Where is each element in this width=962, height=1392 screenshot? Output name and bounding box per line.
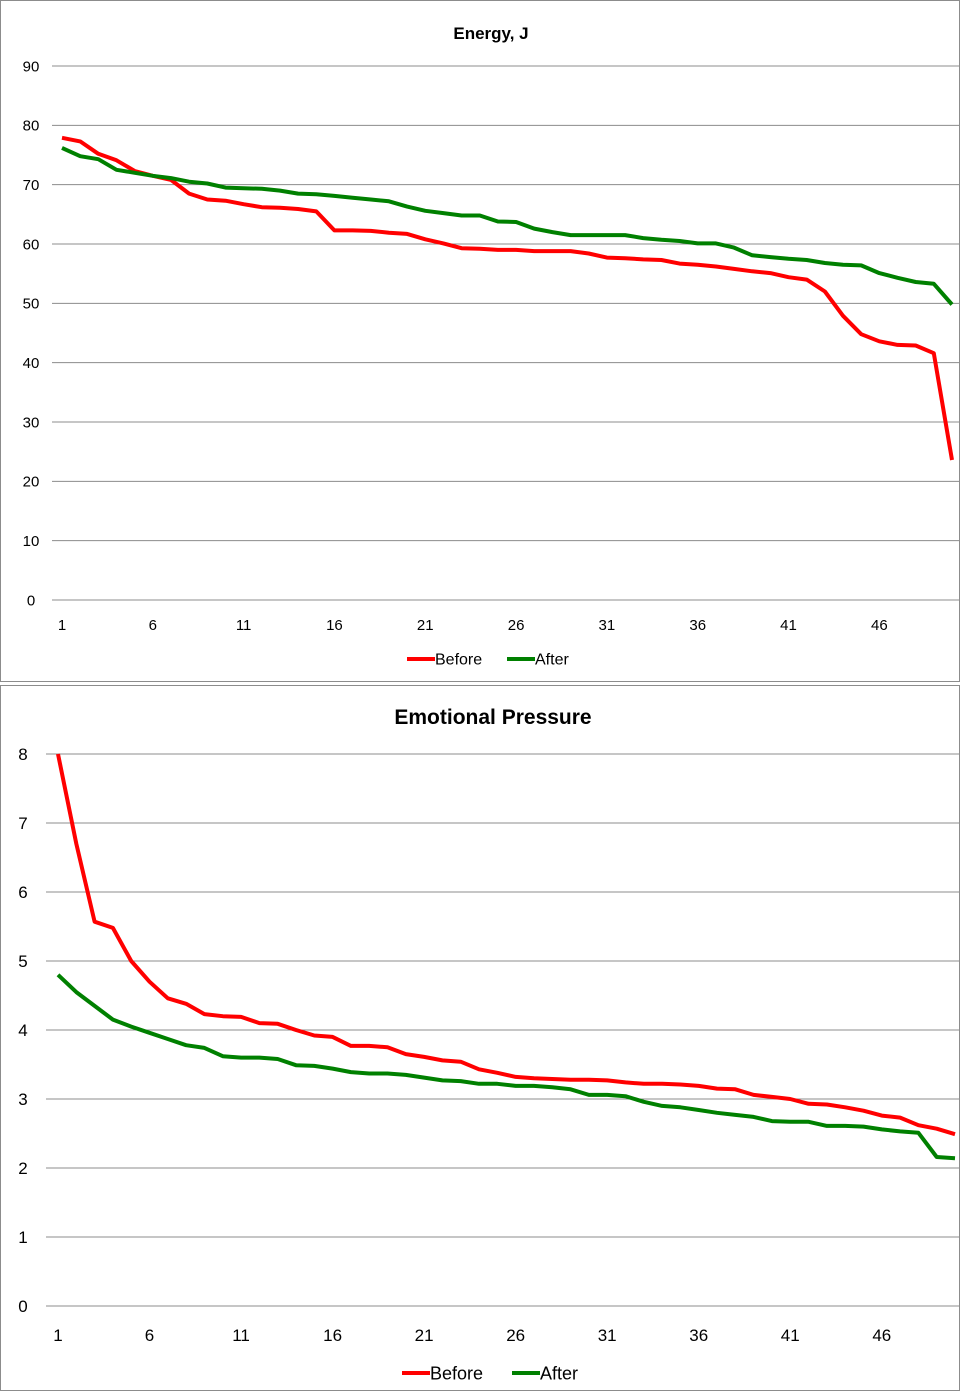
- energy-chart-panel: 0 10 20 30 40 50 60 70 80 90 1 6 11 16 21 26 31 36 41 46 E…: [0, 0, 960, 682]
- legend-label-after: After: [540, 1363, 578, 1383]
- series-line-before: [61, 135, 954, 461]
- x-tick-label: 6: [145, 1326, 154, 1345]
- x-tick-label: 31: [599, 617, 616, 634]
- emotional-pressure-chart-legend: Before After: [402, 1363, 578, 1383]
- y-tick-label: 3: [18, 1090, 27, 1109]
- legend-label-before: Before: [435, 652, 482, 669]
- x-tick-label: 36: [689, 1326, 708, 1345]
- y-tick-label: 2: [18, 1159, 27, 1178]
- x-tick-label: 41: [780, 617, 797, 634]
- x-tick-label: 1: [58, 617, 66, 634]
- x-tick-label: 11: [232, 1326, 250, 1345]
- y-tick-label: 70: [23, 177, 40, 194]
- y-tick-label: 1: [18, 1228, 27, 1247]
- x-tick-label: 1: [53, 1326, 62, 1345]
- emotional-pressure-chart-title: Emotional Pressure: [394, 706, 591, 729]
- y-tick-label: 0: [18, 1297, 27, 1316]
- x-tick-label: 36: [689, 617, 706, 634]
- x-tick-label: 46: [871, 617, 888, 634]
- x-tick-label: 46: [872, 1326, 891, 1345]
- y-tick-label: 4: [18, 1021, 27, 1040]
- y-tick-label: 6: [18, 883, 27, 902]
- series-line-before: [56, 753, 956, 1137]
- y-tick-label: 80: [23, 118, 40, 135]
- y-tick-label: 30: [23, 414, 40, 431]
- series-line-after: [56, 973, 956, 1161]
- y-tick-label: 90: [23, 58, 40, 75]
- series-line-after: [61, 146, 954, 306]
- x-tick-label: 31: [598, 1326, 617, 1345]
- y-tick-label: 20: [23, 474, 40, 491]
- y-tick-label: 40: [23, 355, 40, 372]
- x-tick-label: 26: [508, 617, 525, 634]
- y-tick-label: 50: [23, 296, 40, 313]
- legend-label-before: Before: [430, 1363, 483, 1383]
- energy-chart-title: Energy, J: [453, 24, 528, 43]
- x-tick-label: 21: [415, 1326, 434, 1345]
- x-tick-label: 26: [506, 1326, 525, 1345]
- x-tick-label: 41: [781, 1326, 800, 1345]
- x-tick-label: 11: [236, 617, 252, 634]
- y-tick-label: 10: [23, 533, 40, 550]
- y-tick-label: 7: [18, 814, 27, 833]
- x-tick-label: 6: [149, 617, 157, 634]
- y-tick-label: 60: [23, 236, 40, 253]
- x-tick-label: 21: [417, 617, 434, 634]
- legend-label-after: After: [535, 652, 569, 669]
- x-tick-label: 16: [326, 617, 343, 634]
- y-tick-label: 0: [27, 592, 35, 609]
- y-tick-label: 8: [18, 745, 27, 764]
- x-tick-label: 16: [323, 1326, 342, 1345]
- y-tick-label: 5: [18, 952, 27, 971]
- energy-chart-legend: Before After: [407, 652, 569, 669]
